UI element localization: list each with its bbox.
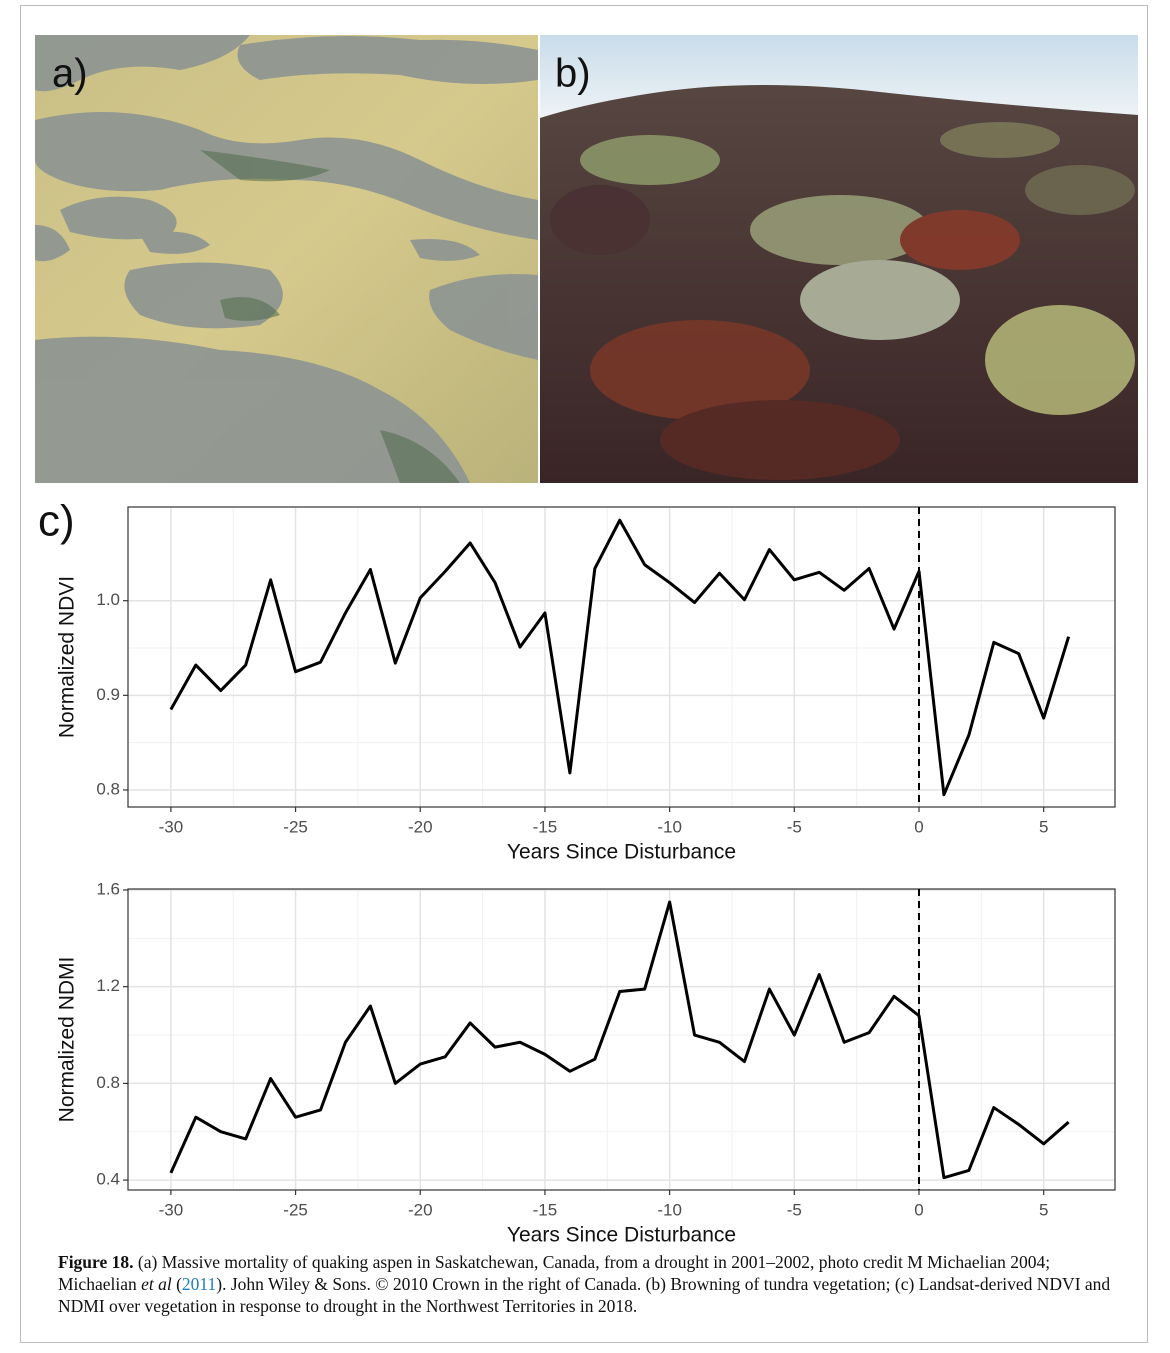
x-tick-label: -10: [657, 1200, 682, 1219]
x-tick-label: 0: [914, 1200, 923, 1219]
panel-label: c): [38, 497, 75, 546]
y-tick-label: 0.9: [96, 685, 120, 704]
caption-text: ). John Wiley & Sons. © 2010 Crown in th…: [58, 1274, 1111, 1316]
figure-frame: [20, 5, 1148, 1343]
y-tick-label: 1.2: [96, 976, 120, 995]
y-tick-label: 0.8: [96, 779, 120, 798]
y-axis-label: Normalized NDVI: [56, 576, 79, 738]
x-axis-label: Years Since Disturbance: [507, 1224, 736, 1247]
x-tick-label: -25: [283, 817, 308, 836]
caption-label: Figure 18.: [58, 1252, 134, 1272]
panel-label: a): [52, 52, 88, 96]
x-tick-label: -25: [283, 1200, 308, 1219]
x-tick-label: -20: [408, 817, 433, 836]
panel-label: b): [555, 52, 591, 96]
y-tick-label: 1.0: [96, 590, 120, 609]
x-tick-label: -10: [657, 817, 682, 836]
x-axis-label: Years Since Disturbance: [507, 841, 736, 864]
x-tick-label: -15: [533, 817, 558, 836]
caption-text: (: [171, 1274, 182, 1294]
caption: Figure 18. (a) Massive mortality of quak…: [58, 1251, 1123, 1317]
data-line: [169, 900, 1070, 1180]
x-tick-label: -5: [787, 817, 802, 836]
y-tick-label: 1.6: [96, 879, 120, 898]
x-tick-label: -15: [533, 1200, 558, 1219]
x-tick-label: -30: [159, 1200, 184, 1219]
citation-link[interactable]: 2011: [181, 1274, 217, 1294]
y-tick-label: 0.4: [96, 1170, 120, 1189]
x-tick-label: 5: [1039, 1200, 1048, 1219]
photo-a: [35, 35, 538, 483]
data-line: [169, 518, 1071, 797]
y-tick-label: 0.8: [96, 1073, 120, 1092]
x-tick-label: -30: [159, 817, 184, 836]
caption-text: (a) Massive mortality of quaking aspen i…: [58, 1252, 1051, 1294]
caption-text: et al: [141, 1274, 172, 1294]
plot-border: [127, 888, 1116, 1191]
x-tick-label: 0: [914, 817, 923, 836]
x-tick-label: -5: [787, 1200, 802, 1219]
photo-b: [540, 35, 1138, 483]
plot-area: [128, 889, 1115, 1190]
x-tick-label: 5: [1039, 817, 1048, 836]
y-axis-label: Normalized NDMI: [56, 957, 79, 1123]
plot-area: [128, 507, 1115, 807]
x-tick-label: -20: [408, 1200, 433, 1219]
plot-border: [127, 506, 1116, 808]
